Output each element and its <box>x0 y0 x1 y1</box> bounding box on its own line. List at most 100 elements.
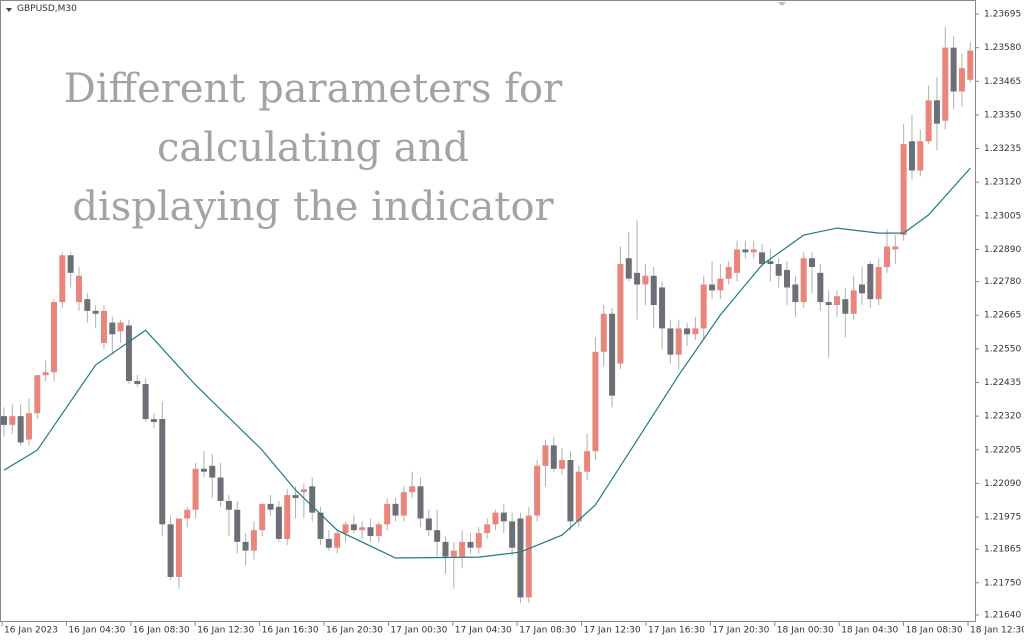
candle-body <box>750 249 757 253</box>
x-tick-label: 17 Jan 04:30 <box>455 626 512 636</box>
candle-body <box>734 249 741 273</box>
candle-body <box>275 506 282 539</box>
x-tick-label: 16 Jan 2023 <box>4 626 58 636</box>
candle-body <box>192 468 199 510</box>
x-tick-label: 18 Jan 12:30 <box>970 626 1024 636</box>
y-tick-label: 1.23005 <box>984 211 1021 221</box>
candle-body <box>467 541 474 548</box>
candle-body <box>858 284 865 294</box>
candle-body <box>609 313 616 396</box>
candle-body <box>425 518 432 531</box>
y-tick-label: 1.21640 <box>984 610 1021 620</box>
candle-body <box>917 141 924 171</box>
candle-body <box>317 512 324 539</box>
candle-body <box>59 255 66 303</box>
symbol-menu[interactable] <box>6 8 12 12</box>
candle-body <box>434 530 441 542</box>
x-tick-label: 17 Jan 20:30 <box>712 626 769 636</box>
x-tick-label: 17 Jan 08:30 <box>519 626 576 636</box>
candle-body <box>175 518 182 577</box>
candle-body <box>650 275 657 306</box>
candle-body <box>792 284 799 303</box>
candle-body <box>825 302 832 306</box>
candle-body <box>534 465 541 516</box>
candle-body <box>875 266 882 300</box>
candle-body <box>525 515 532 598</box>
candle-body <box>967 50 974 80</box>
shift-marker <box>778 2 786 6</box>
overlay-title: Different parameters for <box>64 66 563 112</box>
candle-body <box>209 465 216 478</box>
y-tick-label: 1.21865 <box>984 545 1021 555</box>
x-tick-label: 17 Jan 12:30 <box>584 626 641 636</box>
candle-body <box>559 459 566 469</box>
candle-body <box>417 486 424 519</box>
overlay-title: calculating and <box>157 125 469 171</box>
candle-body <box>834 296 840 306</box>
candle-body <box>550 445 557 469</box>
candle-body <box>234 509 241 542</box>
candle-body <box>950 47 957 92</box>
y-tick-label: 1.22550 <box>984 344 1021 354</box>
candle-body <box>517 518 524 598</box>
candle-body <box>817 272 824 303</box>
x-tick-label: 18 Jan 00:30 <box>777 626 834 636</box>
candle-body <box>200 468 207 472</box>
candle-body <box>400 492 407 516</box>
candle-body <box>75 275 82 303</box>
candle-body <box>600 313 607 352</box>
candle-body <box>700 284 707 329</box>
candle-body <box>334 533 341 548</box>
candle-body <box>800 258 807 303</box>
candle-body <box>659 287 666 329</box>
candle-body <box>775 264 782 276</box>
y-tick-label: 1.21975 <box>984 513 1021 523</box>
candle-body <box>25 413 32 440</box>
candle-body <box>625 258 632 279</box>
candle-body <box>392 503 399 516</box>
candle-body <box>384 503 391 525</box>
candle-body <box>167 524 174 577</box>
candle-body <box>767 261 774 265</box>
overlay-title: displaying the indicator <box>72 184 554 230</box>
candle-body <box>492 512 499 525</box>
x-tick-label: 16 Jan 20:30 <box>326 626 383 636</box>
y-tick-label: 1.22780 <box>984 277 1021 287</box>
candle-body <box>342 524 349 534</box>
candle-body <box>92 310 99 314</box>
x-tick-label: 16 Jan 12:30 <box>197 626 254 636</box>
candle-body <box>809 258 816 267</box>
candle-body <box>567 459 574 522</box>
candle-body <box>442 541 449 557</box>
y-tick-label: 1.23580 <box>984 43 1021 53</box>
candle-body <box>542 445 549 466</box>
candle-body <box>134 381 141 384</box>
indicator-line <box>3 167 971 559</box>
candle-body <box>1 416 7 425</box>
candle-body <box>709 284 716 291</box>
candle-body <box>325 538 332 548</box>
candle-body <box>459 541 466 557</box>
x-tick-label: 17 Jan 16:30 <box>648 626 705 636</box>
candle-body <box>692 328 699 335</box>
x-tick-label: 18 Jan 08:30 <box>906 626 963 636</box>
candle-body <box>125 325 132 382</box>
x-tick-label: 16 Jan 08:30 <box>133 626 190 636</box>
candle-body <box>725 266 732 279</box>
symbol-label: GBPUSD,M30 <box>17 4 77 14</box>
candle-body <box>509 521 516 548</box>
candle-body <box>34 375 41 414</box>
y-tick-label: 1.23235 <box>984 144 1021 154</box>
candle-body <box>84 299 91 311</box>
candle-body <box>592 351 599 452</box>
candle-body <box>367 527 374 537</box>
candle-body <box>300 489 307 493</box>
candle-body <box>883 246 890 267</box>
candle-body <box>675 328 682 355</box>
candle-body <box>292 495 299 499</box>
candle-body <box>667 328 674 355</box>
y-tick-label: 1.22890 <box>984 245 1021 255</box>
candle-body <box>267 503 274 510</box>
